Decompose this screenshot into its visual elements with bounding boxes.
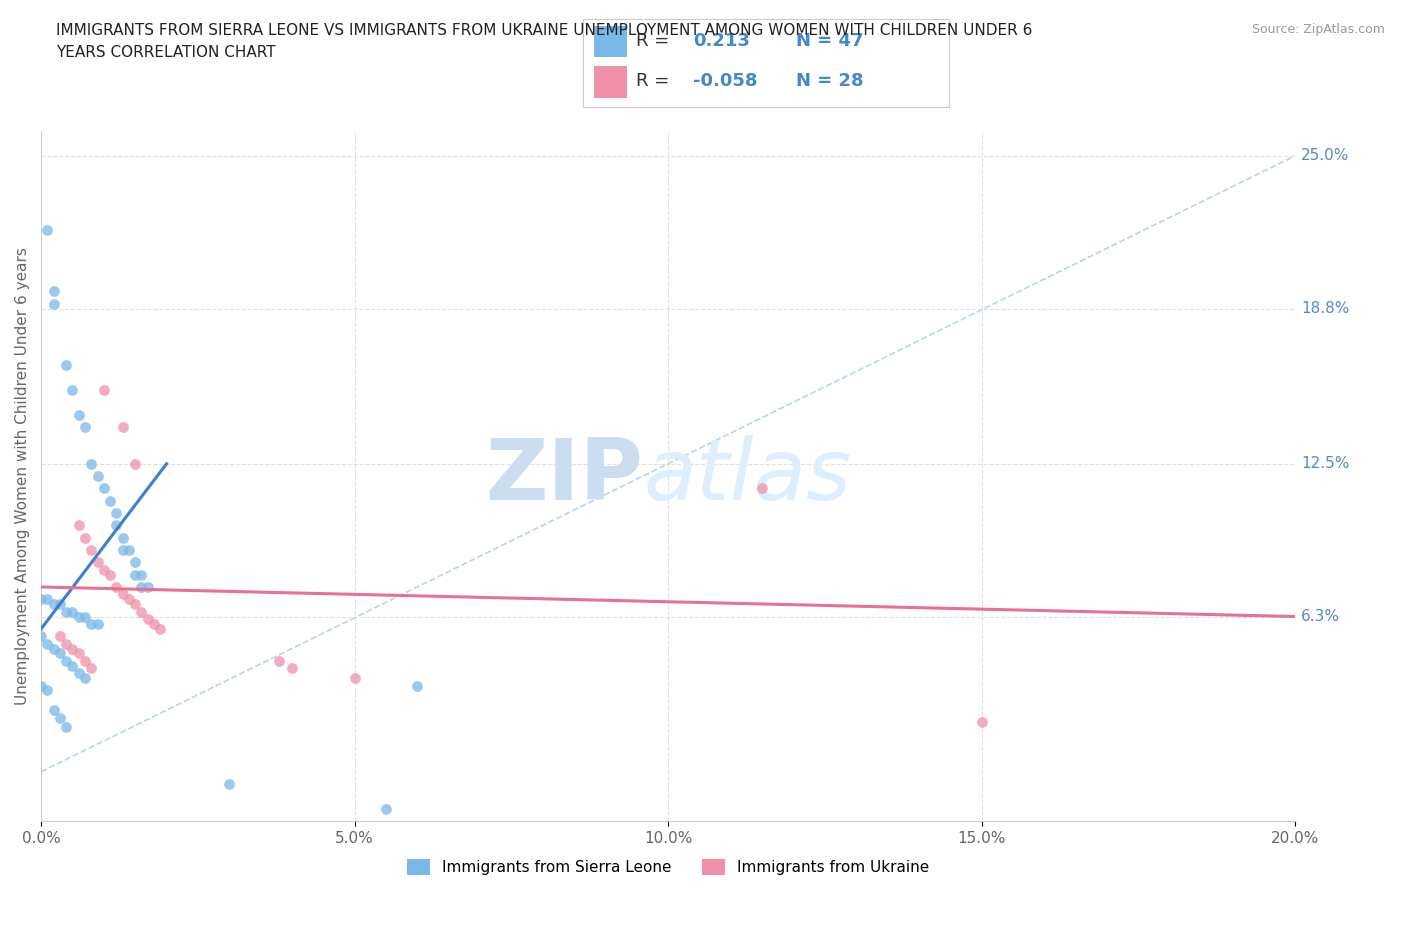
Point bbox=[67, 666, 90, 681]
Point bbox=[105, 579, 128, 594]
Point bbox=[149, 621, 172, 636]
Point bbox=[80, 457, 103, 472]
Y-axis label: Unemployment Among Women with Children Under 6 years: Unemployment Among Women with Children U… bbox=[15, 247, 30, 705]
Point bbox=[111, 419, 134, 434]
Point bbox=[42, 297, 65, 312]
Point bbox=[62, 382, 84, 397]
Point bbox=[49, 646, 72, 661]
Point bbox=[93, 481, 115, 496]
Point bbox=[269, 654, 291, 669]
Point bbox=[62, 604, 84, 619]
Point bbox=[55, 358, 77, 373]
Point bbox=[67, 609, 90, 624]
Text: 0.213: 0.213 bbox=[693, 33, 749, 50]
Text: 6.3%: 6.3% bbox=[1302, 609, 1340, 624]
Point bbox=[37, 636, 59, 651]
Point bbox=[111, 542, 134, 557]
Point bbox=[73, 419, 96, 434]
Point bbox=[131, 579, 153, 594]
Point bbox=[73, 530, 96, 545]
Text: atlas: atlas bbox=[643, 434, 851, 518]
Point bbox=[67, 518, 90, 533]
Point bbox=[80, 661, 103, 676]
Point bbox=[751, 481, 773, 496]
Point bbox=[62, 641, 84, 656]
Point bbox=[42, 641, 65, 656]
Text: 18.8%: 18.8% bbox=[1302, 301, 1350, 316]
Point bbox=[136, 579, 159, 594]
Point bbox=[55, 654, 77, 669]
Point bbox=[143, 617, 166, 631]
Point bbox=[37, 591, 59, 606]
Legend: Immigrants from Sierra Leone, Immigrants from Ukraine: Immigrants from Sierra Leone, Immigrants… bbox=[406, 859, 929, 875]
Point bbox=[131, 567, 153, 582]
Point bbox=[136, 612, 159, 627]
Point bbox=[93, 563, 115, 578]
Point bbox=[73, 671, 96, 685]
Text: R =: R = bbox=[637, 33, 669, 50]
Text: ZIP: ZIP bbox=[485, 434, 643, 518]
FancyBboxPatch shape bbox=[595, 26, 627, 58]
Point bbox=[42, 597, 65, 612]
Point bbox=[30, 629, 52, 644]
Point bbox=[118, 591, 141, 606]
Point bbox=[49, 629, 72, 644]
Text: 25.0%: 25.0% bbox=[1302, 149, 1350, 164]
Text: -0.058: -0.058 bbox=[693, 72, 758, 90]
Point bbox=[73, 654, 96, 669]
Point bbox=[80, 542, 103, 557]
Point bbox=[374, 802, 396, 817]
Point bbox=[105, 518, 128, 533]
Point bbox=[37, 683, 59, 698]
Point bbox=[55, 720, 77, 735]
Point bbox=[80, 617, 103, 631]
Text: N = 28: N = 28 bbox=[796, 72, 863, 90]
Point bbox=[73, 609, 96, 624]
FancyBboxPatch shape bbox=[595, 66, 627, 99]
Point bbox=[55, 636, 77, 651]
Point bbox=[105, 506, 128, 521]
Point bbox=[281, 661, 304, 676]
Text: N = 47: N = 47 bbox=[796, 33, 863, 50]
Point bbox=[111, 530, 134, 545]
Point bbox=[970, 715, 993, 730]
Point bbox=[118, 542, 141, 557]
Point bbox=[30, 591, 52, 606]
Point bbox=[49, 711, 72, 725]
Point bbox=[42, 703, 65, 718]
Point bbox=[406, 678, 429, 693]
Text: 12.5%: 12.5% bbox=[1302, 457, 1350, 472]
Point bbox=[124, 567, 146, 582]
Point bbox=[124, 597, 146, 612]
Point bbox=[86, 469, 108, 484]
Point bbox=[42, 284, 65, 299]
Point bbox=[131, 604, 153, 619]
Text: R =: R = bbox=[637, 72, 669, 90]
Text: IMMIGRANTS FROM SIERRA LEONE VS IMMIGRANTS FROM UKRAINE UNEMPLOYMENT AMONG WOMEN: IMMIGRANTS FROM SIERRA LEONE VS IMMIGRAN… bbox=[56, 23, 1032, 60]
Point bbox=[98, 567, 121, 582]
Point bbox=[124, 457, 146, 472]
Point bbox=[93, 382, 115, 397]
Point bbox=[86, 555, 108, 570]
Point bbox=[111, 587, 134, 602]
Point bbox=[343, 671, 366, 685]
Point bbox=[62, 658, 84, 673]
Point bbox=[37, 222, 59, 237]
Point bbox=[49, 597, 72, 612]
Point bbox=[124, 555, 146, 570]
Point bbox=[218, 777, 240, 791]
Point bbox=[67, 646, 90, 661]
Point bbox=[86, 617, 108, 631]
Point bbox=[55, 604, 77, 619]
Point bbox=[30, 678, 52, 693]
Point bbox=[98, 493, 121, 508]
Text: Source: ZipAtlas.com: Source: ZipAtlas.com bbox=[1251, 23, 1385, 36]
Point bbox=[67, 407, 90, 422]
